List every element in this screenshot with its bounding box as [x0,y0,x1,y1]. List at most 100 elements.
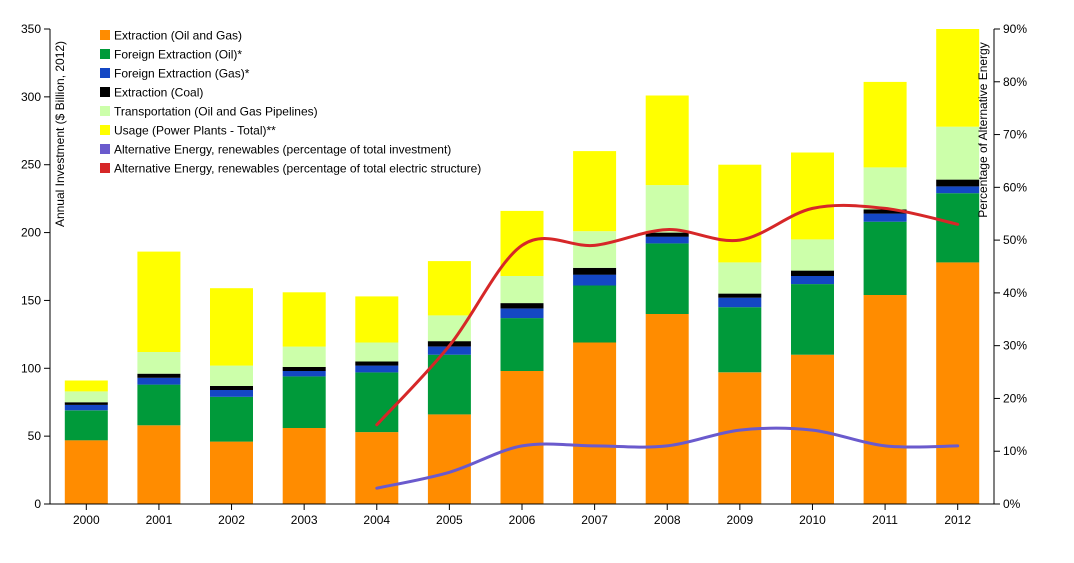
y-tick-label: 0 [34,497,41,511]
bar-segment [791,270,834,276]
bar-segment [500,308,544,319]
y2-axis-title: Percentage of Alternative Energy [976,42,990,217]
bar-segment [137,384,181,426]
y-axis-title: Annual Investment ($ Billion, 2012) [53,41,67,227]
bar-segment [573,151,617,232]
bar-segment [500,276,544,304]
legend-label: Usage (Power Plants - Total)** [114,124,276,138]
x-tick-label: 2003 [291,513,318,527]
bar-segment [791,239,834,271]
bar-segment [355,365,399,373]
bar-segment [210,441,253,504]
lines-layer [375,203,960,490]
bar-segment [500,303,544,309]
bar-segment [863,209,907,214]
bar-segment [427,315,471,342]
x-tick-label: 2012 [944,513,971,527]
bars-layer [64,29,980,504]
y-tick-label: 300 [21,90,41,104]
legend-swatch [100,144,110,154]
y2-tick-label: 90% [1003,22,1027,36]
bar-segment [137,251,181,352]
bar-segment [573,267,617,275]
bar-segment [210,385,253,390]
y-tick-label: 50 [28,429,42,443]
legend-label: Foreign Extraction (Gas)* [114,67,250,81]
bar-segment [355,432,399,504]
y2-tick-label: 0% [1003,497,1021,511]
y-tick-label: 150 [21,293,41,307]
bar-segment [645,236,689,244]
bar-segment [355,342,399,362]
bar-segment [210,396,253,442]
bar-segment [573,285,617,343]
bar-segment [718,297,762,308]
bar-segment [645,314,689,504]
bar-segment [500,210,544,276]
bar-segment [137,425,181,504]
bar-segment [791,284,834,355]
bar-segment [282,376,326,428]
y2-tick-label: 10% [1003,444,1027,458]
bar-segment [427,346,471,355]
bar-segment [355,296,399,343]
bar-segment [936,262,980,504]
legend-swatch [100,68,110,78]
bar-segment [282,366,326,371]
bar-segment [137,377,181,385]
x-tick-label: 2000 [73,513,100,527]
bar-segment [427,261,471,316]
bar-segment [64,410,108,441]
bar-segment [355,372,399,433]
bar-segment [64,440,108,504]
x-tick-label: 2004 [363,513,390,527]
bar-segment [500,371,544,504]
bar-segment [64,402,108,405]
x-tick-label: 2008 [654,513,681,527]
legend-swatch [100,106,110,116]
bar-segment [936,29,980,127]
bar-segment [64,391,108,403]
bar-segment [863,221,907,295]
bar-segment [645,95,689,186]
legend-swatch [100,163,110,173]
bar-segment [573,274,617,286]
x-tick-label: 2009 [726,513,753,527]
bar-segment [863,295,907,504]
bar-segment [282,292,326,347]
x-tick-label: 2002 [218,513,245,527]
series-line [375,426,960,490]
bar-segment [936,193,980,263]
bar-segment [936,186,980,194]
legend-swatch [100,49,110,59]
x-tick-label: 2010 [799,513,826,527]
bar-segment [718,293,762,298]
bar-segment [355,361,399,366]
bar-segment [645,243,689,314]
axes-layer: 0 50 100 150 200 250 300 350 0% 10% 20% 30% 40% 50% 60… [21,22,1027,527]
bar-segment [791,276,834,285]
bar-segment [210,365,253,386]
bar-segment [863,213,907,222]
bar-segment [718,307,762,373]
bar-segment [282,346,326,367]
bar-segment [573,342,617,504]
y-tick-label: 250 [21,158,41,172]
legend-label: Transportation (Oil and Gas Pipelines) [114,105,318,119]
bar-segment [282,371,326,377]
x-tick-label: 2006 [509,513,536,527]
y-tick-label: 350 [21,22,41,36]
bar-segment [210,288,253,366]
legend-swatch [100,30,110,40]
legend-swatch [100,125,110,135]
y2-tick-label: 30% [1003,339,1027,353]
legend: Extraction (Oil and Gas) Foreign Extracti… [100,29,481,176]
y2-tick-label: 60% [1003,180,1027,194]
y2-tick-label: 70% [1003,128,1027,142]
bar-segment [573,231,617,268]
bar-segment [718,164,762,263]
bar-segment [500,318,544,371]
y-tick-label: 200 [21,226,41,240]
